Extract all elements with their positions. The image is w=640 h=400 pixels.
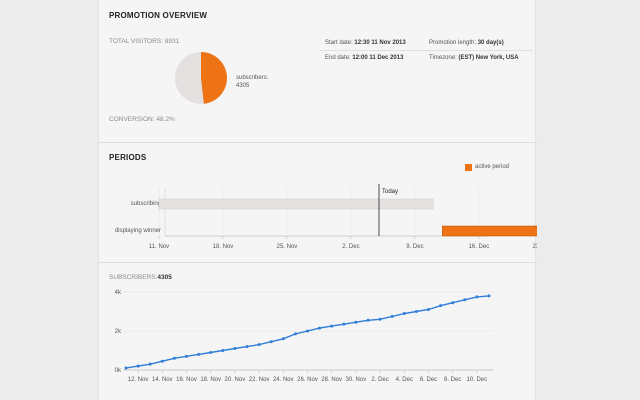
subscribers-pie [175,52,227,104]
subscribers-point [136,364,140,368]
x-tick-label: 14. Nov [152,377,173,383]
total-visitors: TOTAL VISITORS: 8931 [109,38,179,45]
promotion-length-value: 30 day(s) [477,40,504,46]
subscribers-point [463,298,467,302]
timezone-value: (EST) New York, USA [458,55,519,61]
subscribers-point [160,359,164,363]
pie-label-text: subscribers: [236,75,269,81]
conversion-label: CONVERSION: [109,116,155,123]
total-visitors-value: 8931 [164,38,180,45]
periods-timeline: 11. Nov 18. Nov 25. Nov 2. Dec 9. Dec 16. Dec… [115,184,537,250]
period-bar-active [442,225,537,237]
subscribers-point [269,340,273,344]
legend-swatch-active [465,164,472,171]
period-label: displaying winner [115,228,161,234]
subscribers-point [414,310,418,313]
periods-title: PERIODS [109,153,147,162]
subscribers-point [209,350,213,354]
subscribers-point [366,318,370,322]
pie-label: subscribers: 4305 [236,74,268,90]
promotion-panel: PROMOTION OVERVIEW TOTAL VISITORS: 8931 … [98,0,537,400]
subscribers-value: 4305 [157,274,172,281]
conversion: CONVERSION: 48.2% [109,116,175,123]
periods-tick-label: 23. Dec [533,244,537,250]
section-divider [99,262,537,263]
x-tick-label: 16. Nov [176,377,197,383]
overview-title: PROMOTION OVERVIEW [109,11,208,20]
subscribers-point [281,337,285,341]
subscribers-point [439,304,443,308]
pie-slice-subscribers [201,52,227,104]
periods-tick-label: 18. Nov [213,244,234,250]
x-tick-label: 2. Dec [371,377,388,383]
subscribers-point [233,347,237,351]
subscribers-point [378,317,382,321]
end-date-value: 12:00 11 Dec 2013 [352,55,404,61]
subscribers-point [330,324,334,328]
subscribers-point [475,295,479,299]
promotion-length: Promotion length: 30 day(s) [429,40,504,46]
subscribers-point [402,311,406,315]
y-tick-label: 4k [115,290,122,296]
start-date-value: 12:30 11 Nov 2013 [354,40,406,46]
x-tick-label: 12. Nov [128,377,149,383]
conversion-value: 48.2% [156,116,175,123]
period-label: subscribing [131,201,161,207]
subscribers-point [487,294,491,298]
section-divider [99,142,537,143]
x-tick-label: 22. Nov [249,377,270,383]
y-tick-label: 2k [115,329,122,335]
start-date-label: Start date: [325,40,353,46]
subscribers-point [185,354,188,358]
today-label: Today [382,189,398,195]
subscribers-point [451,301,455,305]
subscribers-point [354,320,358,324]
subscribers-chart: 0k 2k 4k 12. Nov 14. Nov 16. Nov 18. Nov 20. No… [115,290,493,383]
subscribers-point [306,329,309,333]
x-tick-label: 4. Dec [396,377,413,383]
subscribers-point [245,345,249,349]
y-tick-label: 0k [115,368,122,374]
periods-tick-label: 11. Nov [149,244,169,250]
subscribers-heading: SUBSCRIBERS:4305 [109,274,172,281]
periods-tick-label: 9. Dec [406,244,423,250]
x-tick-label: 10. Dec [467,377,488,383]
periods-tick-label: 16. Dec [469,244,490,250]
subscribers-point [221,349,225,352]
promotion-length-label: Promotion length: [429,40,477,46]
x-tick-label: 8. Dec [444,377,461,383]
x-tick-label: 28. Nov [321,377,342,383]
subscribers-point [342,322,346,326]
subscribers-point [293,332,297,336]
x-tick-label: 30. Nov [346,377,367,383]
info-divider [319,50,533,51]
subscribers-point [427,308,430,312]
start-date: Start date: 12:30 11 Nov 2013 [325,40,406,46]
periods-tick-label: 25. Nov [277,244,298,250]
x-tick-label: 6. Dec [420,377,437,383]
subscribers-point [124,366,128,370]
end-date-label: End date: [325,55,351,61]
pie-label-value: 4305 [236,83,250,89]
subscribers-point [257,343,261,347]
subscribers-point [197,352,201,356]
timezone-label: Timezone: [429,55,457,61]
x-tick-label: 26. Nov [297,377,318,383]
timezone: Timezone: (EST) New York, USA [429,55,519,61]
subscribers-point [318,326,322,330]
subscribers-point [172,356,176,360]
legend-label-active: active period [475,164,510,170]
periods-tick-label: 2. Dec [342,244,359,250]
x-tick-label: 20. Nov [225,377,246,383]
subscribers-point [148,362,152,366]
total-visitors-label: TOTAL VISITORS: [109,38,163,45]
x-tick-label: 24. Nov [273,377,294,383]
subscribers-point [390,314,394,318]
end-date: End date: 12:00 11 Dec 2013 [325,55,403,61]
x-tick-label: 18. Nov [200,377,221,383]
subscribers-label: SUBSCRIBERS: [109,274,158,281]
period-bar [158,198,434,210]
